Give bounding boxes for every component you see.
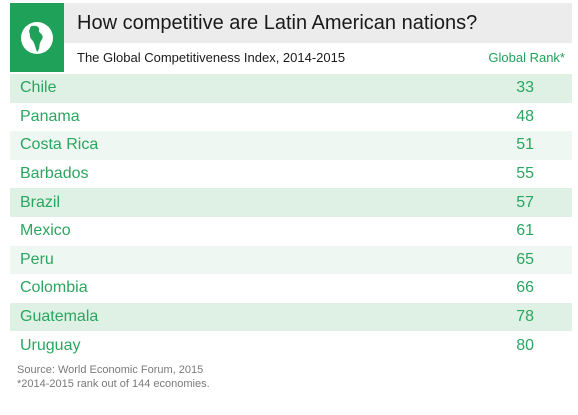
rank-value: 55 (516, 165, 534, 183)
table-row: Guatemala 78 (10, 302, 572, 332)
country-label: Chile (20, 79, 57, 97)
chart-subtitle: The Global Competitiveness Index, 2014-2… (77, 50, 346, 65)
chart-title: How competitive are Latin American natio… (77, 11, 478, 34)
table-row: Uruguay 80 (10, 331, 572, 360)
globe-americas-icon (21, 21, 53, 54)
country-label: Costa Rica (20, 136, 99, 154)
country-label: Brazil (20, 193, 61, 211)
table-row: Barbados 55 (10, 159, 572, 189)
chart-table: How competitive are Latin American natio… (10, 3, 572, 360)
rank-value: 65 (516, 250, 534, 268)
rank-footnote: *2014-2015 rank out of 144 economies. (17, 378, 210, 390)
rank-value: 61 (516, 222, 534, 240)
rank-value: 78 (516, 308, 534, 326)
rank-value: 57 (516, 193, 534, 211)
rank-value: 33 (516, 79, 534, 97)
table-row: Panama 48 (10, 102, 572, 132)
title-bar: How competitive are Latin American natio… (64, 3, 572, 43)
country-label: Panama (20, 107, 80, 125)
table-row: Peru 65 (10, 245, 572, 275)
source-note: Source: World Economic Forum, 2015 (17, 364, 204, 376)
globe-icon-box (10, 3, 64, 72)
rank-value: 66 (516, 279, 534, 297)
rank-value: 48 (516, 107, 534, 125)
table-row: Costa Rica 51 (10, 131, 572, 160)
table-row: Chile 33 (10, 74, 572, 103)
table-row: Colombia 66 (10, 274, 572, 303)
country-label: Uruguay (20, 336, 81, 354)
table-body: Chile 33 Panama 48 Costa Rica 51 Barbados 55 Bra… (10, 74, 572, 360)
footnotes: Source: World Economic Forum, 2015 *2014… (17, 363, 210, 391)
country-label: Peru (20, 250, 54, 268)
country-label: Mexico (20, 222, 71, 240)
subtitle-bar: The Global Competitiveness Index, 2014-2… (64, 43, 572, 72)
rank-column-header: Global Rank* (488, 50, 565, 65)
rank-value: 51 (516, 136, 534, 154)
table-row: Mexico 61 (10, 216, 572, 246)
country-label: Guatemala (20, 308, 99, 326)
table-row: Brazil 57 (10, 188, 572, 217)
country-label: Colombia (20, 279, 88, 297)
rank-value: 80 (516, 336, 534, 354)
country-label: Barbados (20, 165, 89, 183)
